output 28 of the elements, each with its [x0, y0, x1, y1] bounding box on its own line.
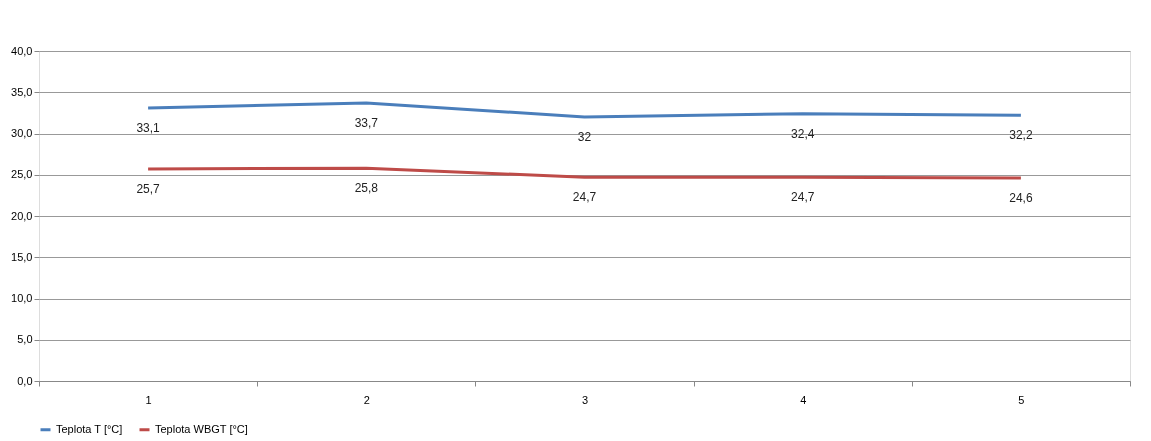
data-label: 32,2 [1009, 128, 1033, 143]
legend-label: Teplota T [°C] [56, 422, 123, 435]
y-tick-label: 15,0 [11, 250, 33, 263]
data-label: 25,7 [136, 181, 161, 196]
data-label: 24,7 [572, 190, 597, 205]
y-tick-label: 20,0 [11, 209, 33, 222]
x-tick-label: 1 [145, 393, 152, 406]
legend-label: Teplota WBGT [°C] [155, 422, 248, 435]
y-tick-label: 30,0 [11, 127, 33, 139]
data-label: 32,4 [791, 126, 815, 141]
x-tick-label: 3 [581, 393, 589, 406]
y-tick-label: 25,0 [11, 168, 33, 181]
data-label: 24,7 [791, 190, 815, 205]
data-label: 32 [577, 130, 592, 144]
x-tick-label: 4 [800, 393, 807, 406]
x-tick-label: 2 [363, 393, 370, 406]
y-tick-label: 5,0 [17, 333, 33, 346]
line-series [146, 166, 1023, 180]
data-label: 33,1 [136, 120, 161, 135]
data-label: 24,6 [1009, 191, 1033, 206]
y-tick-label: 0,0 [17, 374, 33, 387]
x-tick-label: 5 [1018, 393, 1025, 406]
y-tick-label: 10,0 [11, 292, 33, 304]
line-series [146, 101, 1023, 119]
y-tick-label: 35,0 [11, 85, 33, 98]
data-label: 25,8 [354, 181, 379, 196]
data-label: 33,7 [354, 115, 379, 130]
y-tick-label: 40,0 [11, 44, 33, 57]
